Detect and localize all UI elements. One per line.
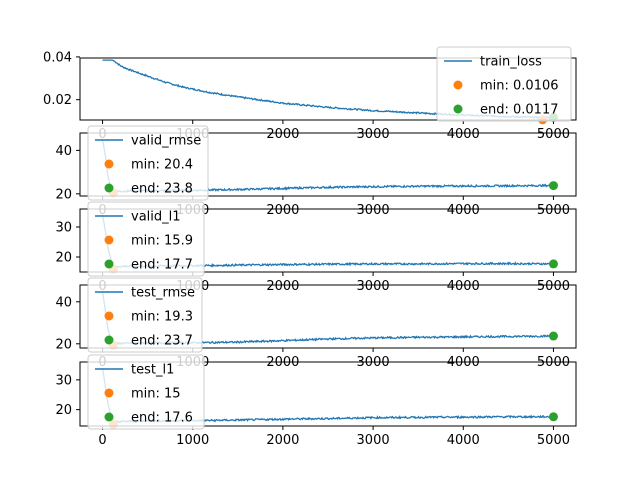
legend-label: min: 15	[131, 387, 181, 402]
legend-valid_rmse: valid_rmse min: 20.4 end: 23.8	[87, 125, 209, 201]
legend-label: end: 23.7	[131, 334, 193, 349]
legend-marker-swatch	[453, 104, 463, 114]
axes-frame	[79, 361, 577, 427]
legend-test_l1: test_l1 min: 15 end: 17.6	[87, 354, 205, 430]
legend-marker-swatch	[104, 311, 114, 321]
legend-box	[87, 354, 205, 430]
y-tick-label: 30	[55, 373, 72, 388]
x-tick-label: 3000	[357, 279, 390, 294]
x-tick-label: 4000	[447, 127, 480, 142]
legend-label: end: 17.6	[131, 411, 193, 426]
legend-test_rmse: test_rmse min: 19.3 end: 23.7	[87, 277, 203, 353]
y-tick-label: 20	[55, 403, 72, 418]
x-tick-label: 5000	[537, 279, 570, 294]
legend-label: min: 0.0106	[480, 79, 559, 94]
y-tick-label: 40	[55, 144, 72, 159]
legend-label: test_rmse	[131, 286, 195, 301]
x-tick-label: 2000	[266, 279, 299, 294]
x-tick-label: 2000	[266, 203, 299, 218]
legend-marker-swatch	[104, 412, 114, 422]
legend-label: end: 0.0117	[480, 103, 559, 118]
legend-box	[436, 46, 572, 122]
legend-label: end: 23.8	[131, 182, 193, 197]
legend-train_loss: train_loss min: 0.0106 end: 0.0117	[436, 46, 572, 122]
x-tick-label: 3000	[357, 127, 390, 142]
legend-label: end: 17.7	[131, 258, 193, 273]
x-tick-label: 3000	[357, 433, 390, 448]
x-tick-label: 4000	[447, 203, 480, 218]
legend-marker-swatch	[104, 335, 114, 345]
axes-frame	[79, 57, 577, 121]
legend-marker-swatch	[104, 159, 114, 169]
y-tick-label: 20	[55, 337, 72, 352]
legend-marker-swatch	[453, 80, 463, 90]
legend-label: train_loss	[480, 55, 542, 70]
end-marker-valid_l1	[548, 259, 558, 269]
x-tick-label: 4000	[447, 433, 480, 448]
legend-marker-swatch	[104, 235, 114, 245]
axes-frame	[79, 284, 577, 349]
x-tick-label: 5000	[537, 433, 570, 448]
legend-box	[87, 277, 203, 353]
x-tick-label: 5000	[537, 127, 570, 142]
legend-label: min: 20.4	[131, 158, 193, 173]
legend-box	[87, 125, 209, 201]
y-tick-label: 30	[55, 221, 72, 236]
subplot-valid_rmse: 2040010002000300040005000	[55, 132, 577, 218]
legend-label: valid_l1	[131, 210, 181, 225]
x-tick-label: 5000	[537, 203, 570, 218]
x-tick-label: 1000	[176, 433, 209, 448]
y-tick-label: 0.02	[43, 93, 72, 108]
y-tick-label: 40	[55, 295, 72, 310]
x-tick-label: 2000	[266, 433, 299, 448]
legend-marker-swatch	[104, 259, 114, 269]
end-marker-valid_rmse	[548, 181, 558, 191]
end-marker-test_rmse	[548, 331, 558, 341]
y-tick-label: 20	[55, 187, 72, 202]
legend-label: test_l1	[131, 363, 174, 378]
legend-marker-swatch	[104, 388, 114, 398]
y-tick-label: 0.04	[43, 50, 72, 65]
axes-frame	[79, 208, 577, 273]
x-tick-label: 0	[98, 433, 106, 448]
axes-frame	[79, 132, 577, 197]
legend-valid_l1: valid_l1 min: 15.9 end: 17.7	[87, 201, 205, 277]
y-tick-label: 20	[55, 251, 72, 266]
legend-marker-swatch	[104, 183, 114, 193]
legend-box	[87, 201, 205, 277]
legend-label: min: 15.9	[131, 234, 193, 249]
legend-label: min: 19.3	[131, 310, 193, 325]
x-tick-label: 2000	[266, 127, 299, 142]
x-tick-label: 4000	[447, 279, 480, 294]
end-marker-test_l1	[548, 412, 558, 422]
legend-label: valid_rmse	[131, 134, 201, 149]
x-tick-label: 3000	[357, 203, 390, 218]
